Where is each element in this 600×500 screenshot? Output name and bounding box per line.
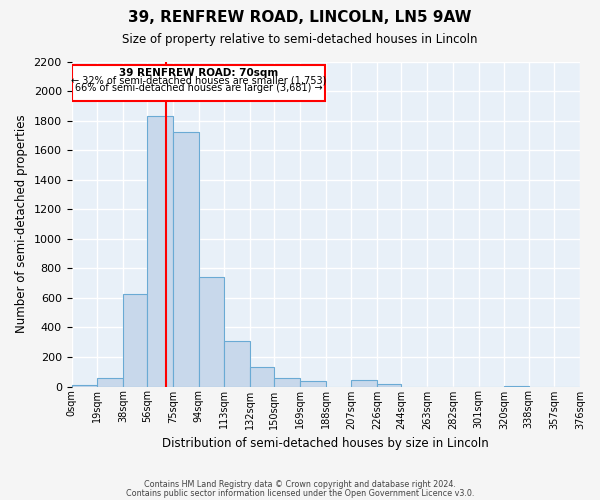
Bar: [147, 116, 173, 386]
Y-axis label: Number of semi-detached properties: Number of semi-detached properties: [15, 114, 28, 334]
Text: Contains HM Land Registry data © Crown copyright and database right 2024.: Contains HM Land Registry data © Crown c…: [144, 480, 456, 489]
Bar: [173, 132, 199, 386]
Bar: [300, 380, 326, 386]
Bar: [97, 378, 123, 386]
Text: Contains public sector information licensed under the Open Government Licence v3: Contains public sector information licen…: [126, 489, 474, 498]
Text: 66% of semi-detached houses are larger (3,681) →: 66% of semi-detached houses are larger (…: [75, 82, 322, 92]
Bar: [199, 277, 224, 386]
Bar: [352, 380, 377, 386]
Text: ← 32% of semi-detached houses are smaller (1,753): ← 32% of semi-detached houses are smalle…: [71, 76, 326, 86]
X-axis label: Distribution of semi-detached houses by size in Lincoln: Distribution of semi-detached houses by …: [163, 437, 489, 450]
Bar: [224, 342, 250, 386]
Bar: [377, 384, 401, 386]
Text: 39 RENFREW ROAD: 70sqm: 39 RENFREW ROAD: 70sqm: [119, 68, 278, 78]
Bar: [123, 294, 147, 386]
Text: 39, RENFREW ROAD, LINCOLN, LN5 9AW: 39, RENFREW ROAD, LINCOLN, LN5 9AW: [128, 10, 472, 25]
Bar: [71, 385, 97, 386]
Text: Size of property relative to semi-detached houses in Lincoln: Size of property relative to semi-detach…: [122, 32, 478, 46]
Bar: [72, 65, 325, 102]
Bar: [250, 368, 274, 386]
Bar: [274, 378, 300, 386]
